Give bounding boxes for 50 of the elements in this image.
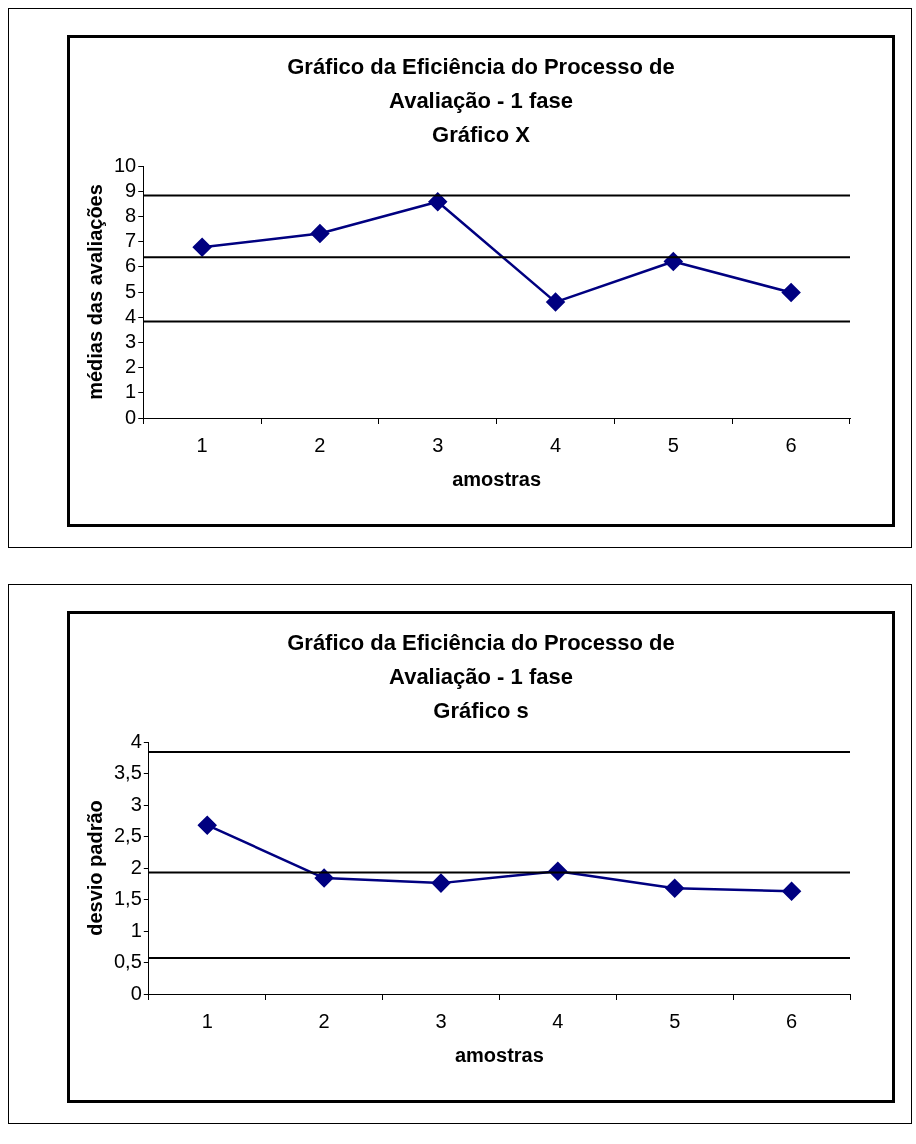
- x-tick-label: 1: [196, 433, 208, 456]
- x-tick-label: 5: [667, 433, 679, 456]
- point: [546, 292, 565, 312]
- point: [192, 237, 212, 257]
- x-axis-title: amostras: [454, 1043, 544, 1066]
- y-tick-label: 4: [130, 729, 142, 752]
- point: [431, 873, 451, 893]
- x-axis-title: amostras: [452, 467, 542, 490]
- y-tick-label: 3: [125, 329, 137, 352]
- point: [314, 868, 334, 888]
- y-tick-label: 0: [130, 981, 142, 1004]
- chart-subtitle: Gráfico X: [431, 121, 531, 149]
- y-tick-label: 2: [130, 855, 142, 878]
- chart-title: Gráfico da Eficiência do Processo de Avaliação - 1 fase: [286, 53, 676, 115]
- x-tick-label: 2: [314, 433, 326, 456]
- y-tick-label: 3: [130, 792, 142, 815]
- point: [665, 878, 684, 898]
- x-tick-label: 4: [552, 1009, 564, 1032]
- x-tick-label: 3: [432, 433, 444, 456]
- y-tick-label: 10: [114, 153, 137, 176]
- y-tick-label: 2,5: [113, 824, 142, 847]
- y-tick-label: 1: [130, 918, 142, 941]
- y-tick-label: 7: [125, 229, 137, 252]
- x-tick-label: 2: [318, 1009, 330, 1032]
- y-tick-label: 4: [125, 304, 137, 327]
- y-tick-label: 3,5: [113, 761, 142, 784]
- y-tick-label: 9: [125, 178, 137, 201]
- x-tick-label: 3: [435, 1009, 447, 1032]
- y-tick-label: 0,5: [113, 950, 142, 973]
- y-axis-title: desvio padrão: [83, 800, 106, 936]
- x-tick-label: 6: [786, 1009, 798, 1032]
- x-tick-label: 1: [201, 1009, 213, 1032]
- y-tick-label: 2: [125, 355, 137, 378]
- x-tick-label: 6: [785, 433, 797, 456]
- point: [781, 283, 801, 302]
- y-axis-title: médias das avaliações: [83, 184, 106, 400]
- x-tick-label: 5: [669, 1009, 681, 1032]
- y-tick-label: 5: [125, 279, 137, 302]
- y-tick-label: 0: [125, 405, 137, 428]
- point: [310, 224, 330, 243]
- point: [428, 192, 447, 212]
- chart-title: Gráfico da Eficiência do Processo de Avaliação - 1 fase: [286, 629, 676, 691]
- x-tick-label: 4: [549, 433, 562, 456]
- point: [197, 815, 217, 835]
- y-tick-label: 1: [125, 380, 137, 403]
- y-tick-label: 8: [125, 203, 137, 226]
- y-tick-label: 6: [125, 254, 137, 277]
- y-tick-label: 1,5: [113, 887, 142, 910]
- chart-subtitle: Gráfico s: [432, 697, 530, 725]
- point: [782, 882, 801, 901]
